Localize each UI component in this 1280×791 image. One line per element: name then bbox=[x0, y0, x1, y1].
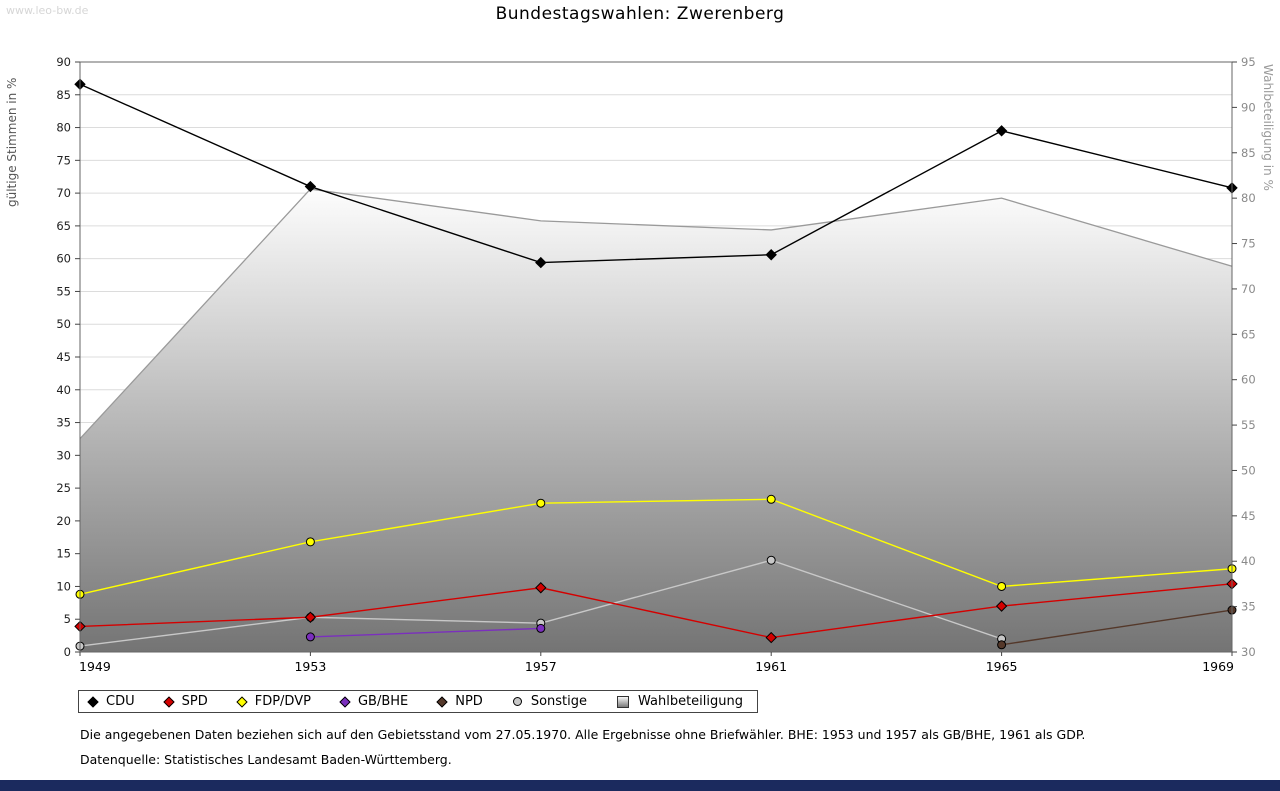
legend-item-spd: SPD bbox=[162, 694, 208, 709]
svg-text:80: 80 bbox=[1241, 191, 1256, 205]
legend-item-sonstige: Sonstige bbox=[512, 694, 587, 709]
data-point-cdu bbox=[304, 180, 317, 193]
svg-text:20: 20 bbox=[56, 514, 71, 528]
legend-item-cdu: CDU bbox=[87, 694, 135, 709]
svg-text:90: 90 bbox=[56, 55, 71, 69]
data-point-fdp-dvp bbox=[766, 494, 776, 504]
svg-text:55: 55 bbox=[56, 284, 71, 298]
left-axis-label: gültige Stimmen in % bbox=[5, 78, 19, 207]
svg-text:75: 75 bbox=[1241, 237, 1256, 251]
data-point-spd bbox=[535, 582, 547, 594]
svg-text:50: 50 bbox=[56, 317, 71, 331]
chart-legend: CDU SPD FDP/DVP GB/BHE NPD Sonstige Wahlbeteil… bbox=[78, 690, 759, 713]
svg-text:35: 35 bbox=[56, 416, 71, 430]
data-point-fdp-dvp bbox=[305, 537, 315, 547]
fdp-dvp-marker-icon bbox=[236, 695, 248, 708]
wahlbeteiligung-edge-line bbox=[79, 188, 1233, 440]
npd-marker-icon bbox=[436, 695, 448, 708]
cdu-marker-icon bbox=[87, 695, 99, 708]
data-point-npd bbox=[997, 640, 1007, 650]
right-axis-label: Wahlbeteiligung in % bbox=[1261, 64, 1275, 191]
data-point-sonstige bbox=[766, 555, 776, 565]
svg-text:35: 35 bbox=[1241, 600, 1256, 614]
svg-text:1957: 1957 bbox=[525, 659, 557, 674]
svg-text:95: 95 bbox=[1241, 55, 1256, 69]
data-point-fdp-dvp bbox=[536, 498, 546, 508]
svg-text:60: 60 bbox=[56, 252, 71, 266]
data-point-spd bbox=[995, 600, 1008, 612]
series-gb-bhe bbox=[305, 623, 546, 642]
footnote-data-note: Die angegebenen Daten beziehen sich auf … bbox=[80, 727, 1086, 742]
legend-label: SPD bbox=[181, 694, 208, 709]
footer-bar bbox=[0, 780, 1280, 791]
legend-item-gb-bhe: GB/BHE bbox=[339, 694, 409, 709]
data-point-fdp-dvp bbox=[997, 581, 1007, 591]
data-point-gb-bhe bbox=[305, 632, 315, 642]
axes: 0 5 10 15 20 25 30 35 40 45 50 55 60 65 70 75 80 85 90 30 35… bbox=[5, 55, 1275, 674]
svg-text:1949: 1949 bbox=[79, 659, 111, 674]
svg-text:5: 5 bbox=[64, 612, 71, 626]
svg-text:75: 75 bbox=[56, 153, 71, 167]
svg-text:50: 50 bbox=[1241, 463, 1256, 477]
svg-text:30: 30 bbox=[56, 448, 71, 462]
wahlbeteiligung-marker-icon bbox=[617, 695, 629, 708]
sonstige-marker-icon bbox=[512, 697, 522, 706]
legend-label: CDU bbox=[106, 694, 135, 709]
wahlbeteiligung-area bbox=[80, 189, 1232, 653]
svg-text:85: 85 bbox=[56, 88, 71, 102]
footnote-source: Datenquelle: Statistisches Landesamt Bad… bbox=[80, 752, 452, 767]
data-point-spd bbox=[765, 631, 777, 644]
svg-text:10: 10 bbox=[56, 579, 71, 593]
svg-text:40: 40 bbox=[1241, 554, 1256, 568]
spd-marker-icon bbox=[162, 695, 175, 708]
svg-text:90: 90 bbox=[1241, 100, 1256, 114]
svg-text:1961: 1961 bbox=[755, 659, 787, 674]
series-fdp-dvp bbox=[75, 494, 1237, 599]
svg-text:1965: 1965 bbox=[986, 659, 1018, 674]
svg-text:60: 60 bbox=[1241, 373, 1256, 387]
legend-label: FDP/DVP bbox=[254, 694, 311, 709]
legend-label: Wahlbeteiligung bbox=[638, 694, 744, 709]
svg-text:1969: 1969 bbox=[1202, 659, 1234, 674]
svg-text:40: 40 bbox=[56, 383, 71, 397]
data-point-spd bbox=[304, 611, 317, 623]
svg-text:55: 55 bbox=[1241, 418, 1256, 432]
legend-label: NPD bbox=[455, 694, 483, 709]
legend-label: GB/BHE bbox=[357, 694, 409, 709]
data-point-cdu bbox=[535, 256, 547, 269]
svg-text:15: 15 bbox=[56, 547, 71, 561]
data-point-gb-bhe bbox=[536, 623, 546, 633]
svg-text:80: 80 bbox=[56, 121, 71, 135]
svg-text:85: 85 bbox=[1241, 146, 1256, 160]
data-point-cdu bbox=[765, 249, 777, 261]
gb-bhe-marker-icon bbox=[339, 695, 351, 708]
svg-text:45: 45 bbox=[56, 350, 71, 364]
svg-text:1953: 1953 bbox=[294, 659, 326, 674]
svg-text:45: 45 bbox=[1241, 509, 1256, 523]
legend-item-wahlbeteiligung: Wahlbeteiligung bbox=[617, 694, 743, 709]
watermark: www.leo-bw.de bbox=[6, 4, 89, 17]
series-wahlbeteiligung bbox=[79, 188, 1233, 653]
svg-text:70: 70 bbox=[56, 186, 71, 200]
svg-text:25: 25 bbox=[56, 481, 71, 495]
election-chart: 0 5 10 15 20 25 30 35 40 45 50 55 60 65 70 75 80 85 90 30 35… bbox=[5, 55, 1275, 674]
svg-text:0: 0 bbox=[64, 645, 71, 659]
page-title: Bundestagswahlen: Zwerenberg bbox=[495, 4, 785, 24]
legend-label: Sonstige bbox=[530, 694, 587, 709]
legend-item-fdp-dvp: FDP/DVP bbox=[236, 694, 311, 709]
svg-text:65: 65 bbox=[56, 219, 71, 233]
svg-text:70: 70 bbox=[1241, 282, 1256, 296]
legend-item-npd: NPD bbox=[436, 694, 483, 709]
data-point-cdu bbox=[995, 125, 1008, 137]
svg-text:30: 30 bbox=[1241, 645, 1256, 659]
svg-text:65: 65 bbox=[1241, 327, 1256, 341]
